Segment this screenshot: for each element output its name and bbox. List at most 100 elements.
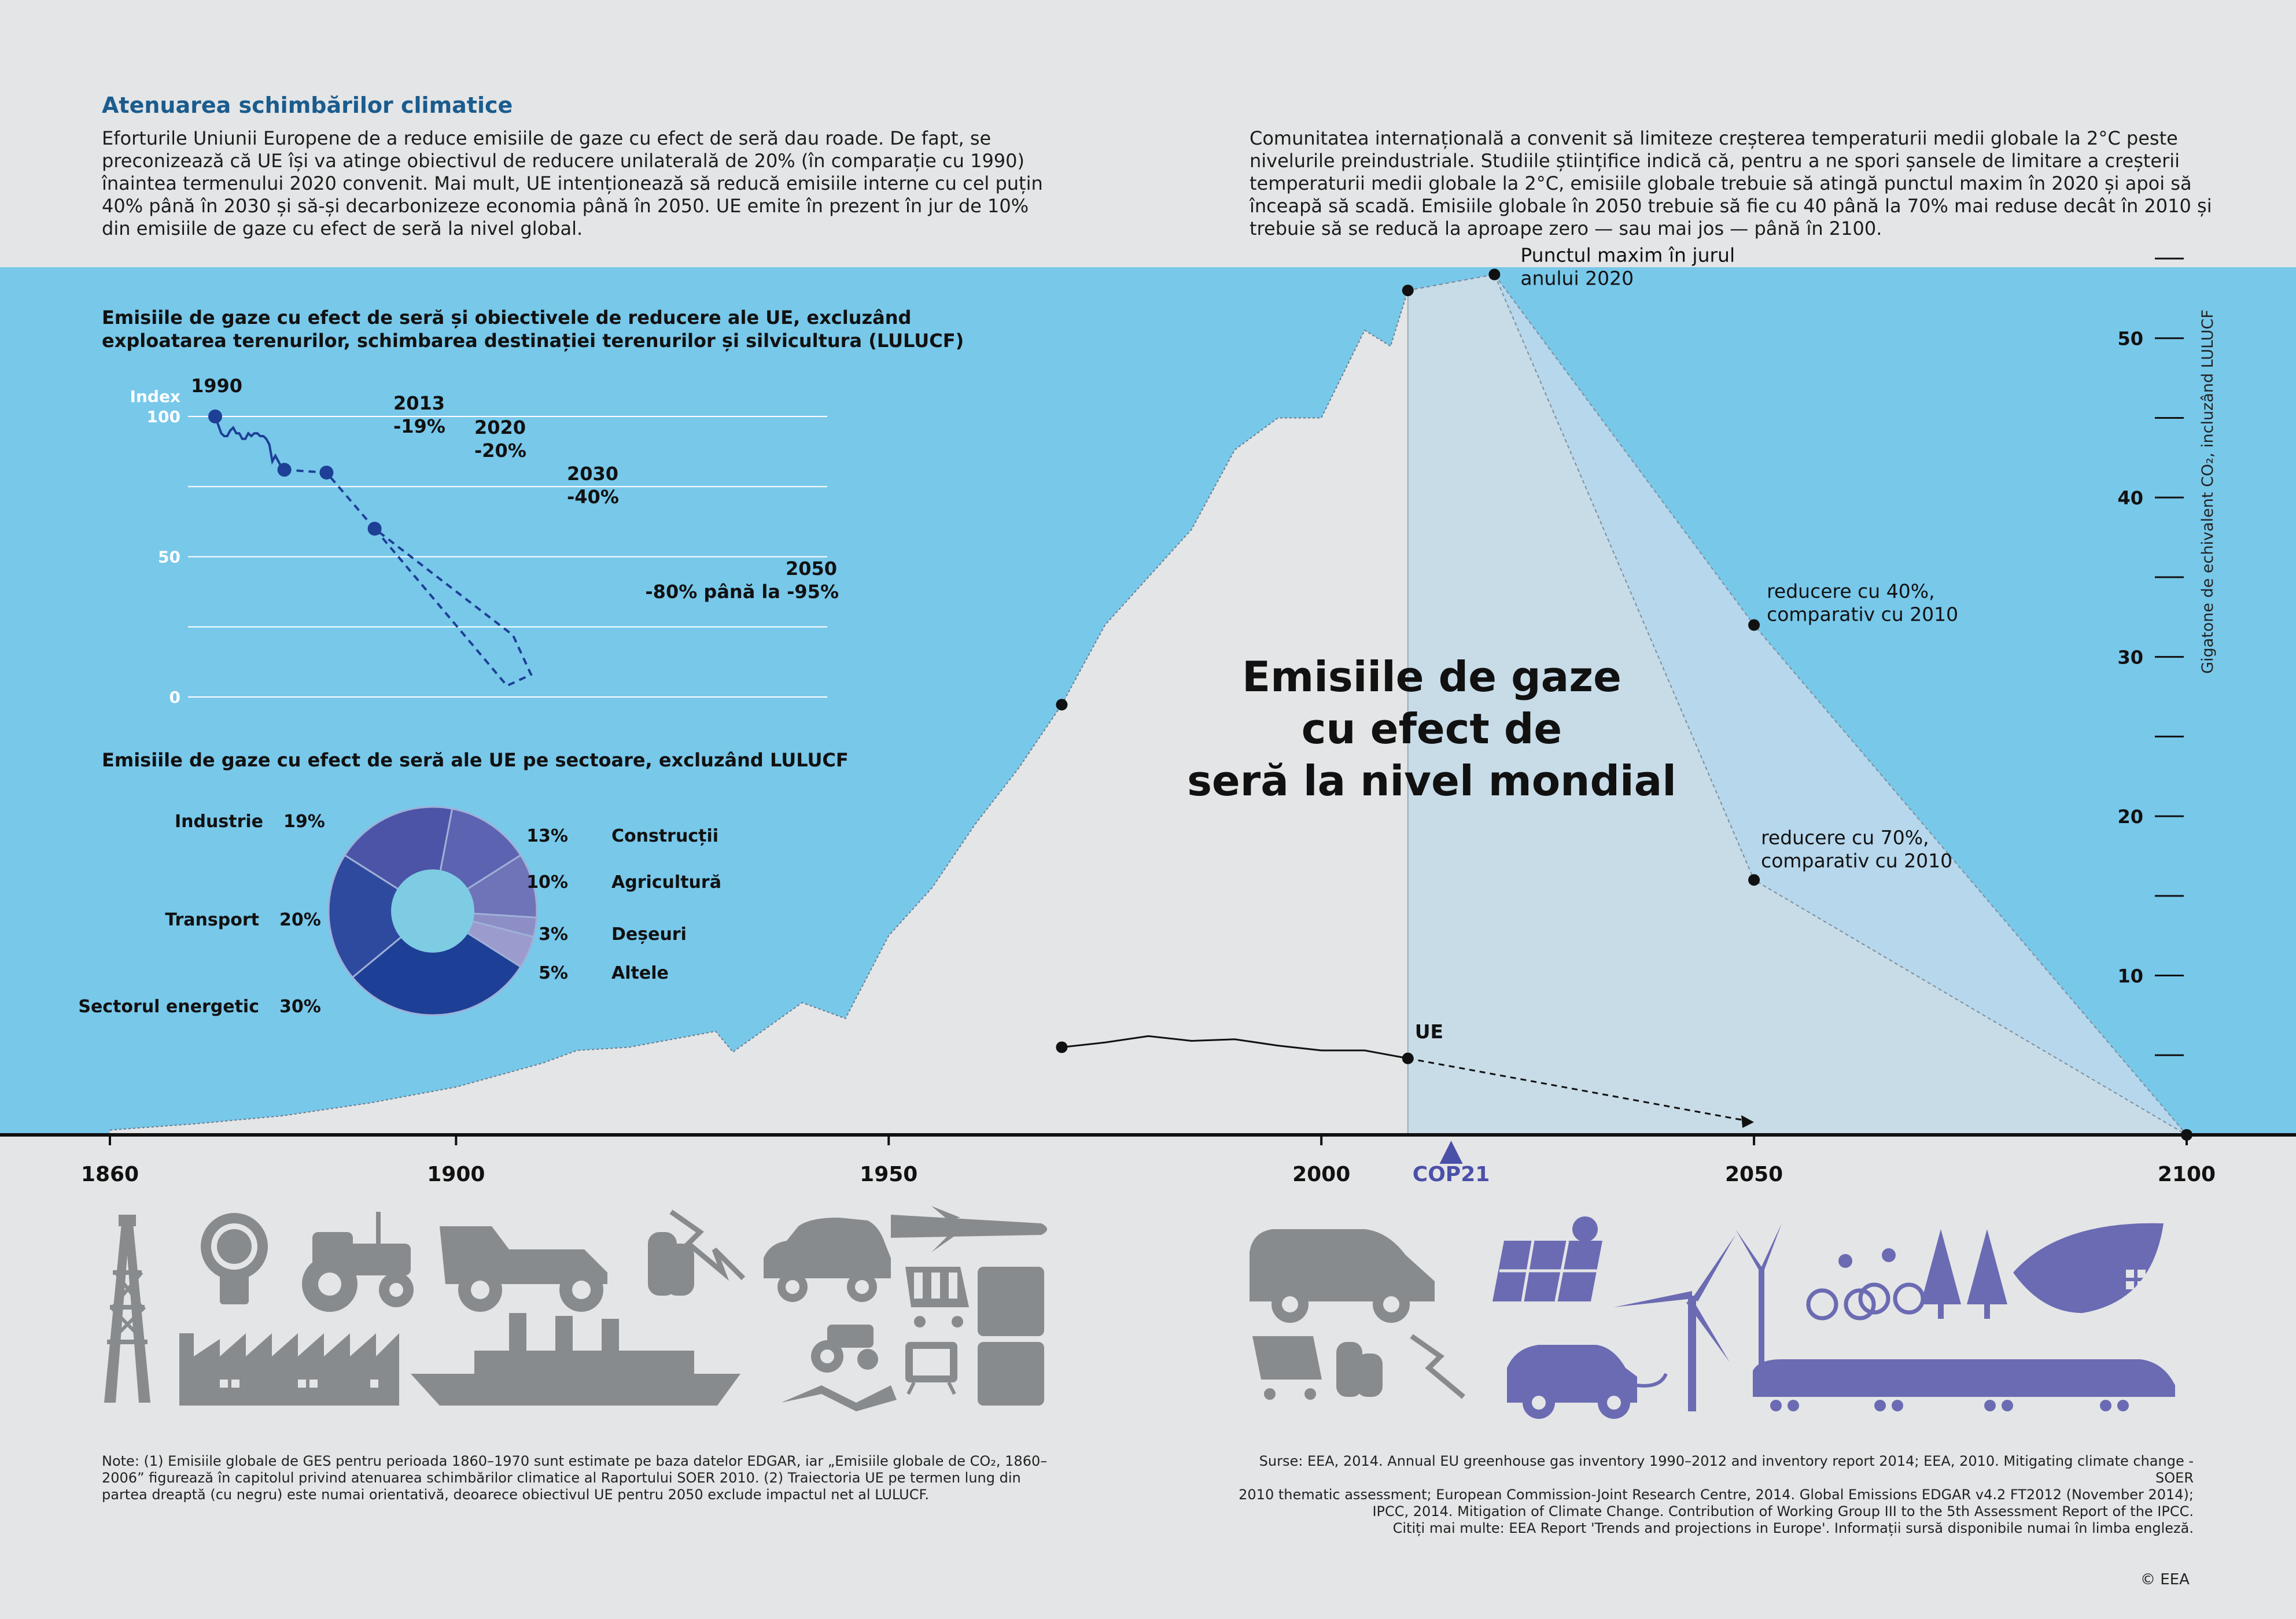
coins-icon bbox=[648, 1209, 746, 1296]
chart-point-marker bbox=[1402, 1052, 1414, 1064]
y-axis-label: Gigatone de echivalent CO₂, incluzând LU… bbox=[2199, 309, 2217, 674]
pie-center bbox=[391, 869, 474, 953]
sources-line: Surse: EEA, 2014. Annual EU greenhouse g… bbox=[1259, 1453, 2194, 1486]
intro-right-text: Comunitatea internațională a convenit să… bbox=[1250, 127, 2212, 239]
trees-icon bbox=[1921, 1229, 2007, 1319]
pie-label-name: Sectorul energetic bbox=[78, 997, 259, 1017]
annotation-text: Punctul maxim în jurul anului 2020 bbox=[1520, 244, 1735, 290]
global-emissions-chart bbox=[109, 268, 2192, 1141]
pie-label-name: Altele bbox=[611, 963, 669, 983]
eu-emissions-line bbox=[1062, 1035, 1409, 1060]
index-y-tick-label: 50 bbox=[158, 548, 180, 567]
global-chart-title: Emisiile de gaze cu efect de seră la niv… bbox=[1187, 652, 1676, 805]
car-icon bbox=[1250, 1229, 1435, 1323]
index-history-line bbox=[214, 416, 285, 471]
sources-line: IPCC, 2014. Mitigation of Climate Change… bbox=[1372, 1503, 2194, 1520]
y-tick-label: 50 bbox=[2117, 328, 2143, 350]
global-chart-annotations: Punctul maxim în jurul anului 2020 reducer… bbox=[1415, 244, 1958, 1043]
pie-label-value: 19% bbox=[283, 812, 325, 832]
chart-point-marker bbox=[1056, 699, 1068, 711]
vintage-car-icon bbox=[440, 1226, 607, 1312]
index-milestone-label: 2050 -80% până la -95% bbox=[645, 558, 839, 603]
footer-sources: Surse: EEA, 2014. Annual EU greenhouse g… bbox=[1232, 1453, 2194, 1537]
projection-low-area bbox=[1407, 274, 2187, 1135]
pie-label-name: Agricultură bbox=[611, 872, 721, 893]
y-axis-ticks: 10 20 30 40 50 bbox=[2117, 257, 2184, 1056]
cop21-label: COP21 bbox=[1413, 1163, 1490, 1186]
index-milestone-label: 2030 -40% bbox=[567, 463, 619, 508]
pie-label-value: 3% bbox=[539, 924, 568, 945]
index-milestone-label: 2013 -19% bbox=[393, 392, 445, 437]
index-milestone-label: 2020 -20% bbox=[474, 416, 526, 462]
global-chart-title-line-1: Emisiile de gaze bbox=[1242, 652, 1621, 701]
pie-label-name: Industrie bbox=[175, 812, 263, 832]
index-y-axis-label: Index bbox=[130, 387, 180, 406]
coins-icon bbox=[1336, 1334, 1465, 1399]
shopping-cart-icon bbox=[1252, 1336, 1322, 1400]
index-milestone-point bbox=[277, 463, 292, 477]
index-milestone-point bbox=[319, 466, 334, 480]
solar-panel-icon bbox=[1492, 1216, 1602, 1302]
eu-index-chart: Emisiile de gaze cu efect de seră și obi… bbox=[102, 307, 964, 707]
index-y-tick-label: 0 bbox=[169, 688, 180, 707]
x-tick-label: 1950 bbox=[860, 1163, 917, 1186]
global-chart-title-line-3: seră la nivel mondial bbox=[1187, 757, 1676, 805]
pie-label-name: Deșeuri bbox=[611, 924, 687, 945]
pie-chart-title: Emisiile de gaze cu efect de seră ale UE… bbox=[102, 749, 849, 771]
x-tick-label: 1860 bbox=[81, 1163, 139, 1186]
past-icons bbox=[104, 1206, 1047, 1411]
eu-projection-line bbox=[1407, 1057, 1755, 1123]
index-milestone-point bbox=[208, 410, 222, 423]
eu-sector-pie-chart: Emisiile de gaze cu efect de seră ale UE… bbox=[78, 749, 848, 1017]
pie-label-value: 5% bbox=[539, 963, 568, 983]
ship-icon bbox=[411, 1313, 740, 1406]
electric-car-icon bbox=[1507, 1345, 1668, 1419]
y-tick-label: 20 bbox=[2117, 806, 2143, 828]
global-historic-area bbox=[110, 290, 1408, 1135]
pie-slice bbox=[327, 854, 434, 979]
pie-label-value: 13% bbox=[526, 826, 568, 846]
factory-icon bbox=[179, 1333, 399, 1406]
tractor-icon bbox=[302, 1212, 414, 1312]
eu-label: UE bbox=[1415, 1020, 1443, 1043]
pie-label-name: Construcții bbox=[611, 826, 718, 846]
farming-icon bbox=[781, 1325, 897, 1411]
pie-label-name: Transport bbox=[165, 910, 259, 930]
x-tick-label: 1900 bbox=[427, 1163, 485, 1186]
train-icon bbox=[1753, 1359, 2175, 1411]
cyclists-icon bbox=[1806, 1248, 1925, 1321]
x-tick-label: 2050 bbox=[1725, 1163, 1783, 1186]
pie-slice bbox=[351, 910, 522, 1016]
page-title: Atenuarea schimbărilor climatice bbox=[102, 93, 513, 118]
sources-line: 2010 thematic assessment; European Commi… bbox=[1239, 1487, 2194, 1503]
annotation-text: reducere cu 70%, comparativ cu 2010 bbox=[1761, 826, 1952, 872]
eco-house-icon bbox=[2013, 1223, 2164, 1313]
pie-label-value: 30% bbox=[279, 997, 321, 1017]
annotation-text: reducere cu 40%, comparativ cu 2010 bbox=[1767, 580, 1958, 626]
index-y-tick-label: 100 bbox=[147, 407, 180, 426]
chart-point-marker bbox=[1488, 268, 1501, 281]
x-tick-label: 2100 bbox=[2158, 1163, 2216, 1186]
fridge-icon bbox=[978, 1267, 1044, 1406]
eu-arrow-head bbox=[1741, 1115, 1755, 1128]
oil-derrick-icon bbox=[104, 1215, 150, 1403]
future-icons bbox=[1250, 1216, 2175, 1419]
wind-turbine-icon bbox=[1614, 1223, 1782, 1411]
y-tick-label: 40 bbox=[2117, 487, 2143, 509]
car-icon bbox=[764, 1218, 891, 1302]
airplane-icon bbox=[891, 1206, 1047, 1252]
index-milestone-label: 1990 bbox=[191, 375, 242, 397]
copyright: © EEA bbox=[2140, 1571, 2190, 1588]
tv-icon bbox=[905, 1342, 957, 1395]
y-tick-label: 10 bbox=[2117, 965, 2143, 987]
x-axis-ticks: 1860 1900 1950 2000 2050 2100 COP21 bbox=[81, 1135, 2216, 1186]
intro-left-text: Eforturile Uniunii Europene de a reduce … bbox=[102, 127, 1043, 239]
chart-point-marker bbox=[1748, 874, 1760, 886]
global-historic-line bbox=[109, 290, 1409, 1131]
chart-point-marker bbox=[1402, 285, 1414, 297]
shopping-cart-icon bbox=[905, 1267, 969, 1327]
pie-label-value: 20% bbox=[279, 910, 321, 930]
global-chart-title-line-2: cu efect de bbox=[1302, 705, 1562, 753]
light-bulb-icon bbox=[201, 1213, 268, 1304]
